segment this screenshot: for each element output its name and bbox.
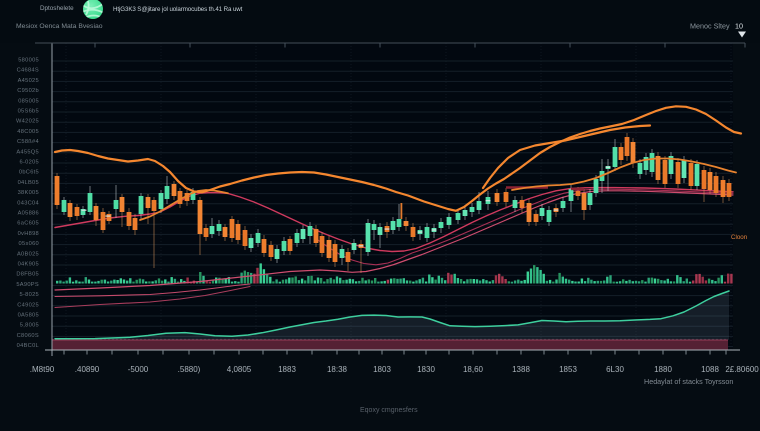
- svg-text:A455Q5: A455Q5: [16, 149, 39, 155]
- svg-text:0vH898: 0vH898: [18, 231, 39, 237]
- svg-text:Dptoshelete: Dptoshelete: [40, 5, 74, 12]
- svg-text:.5880): .5880): [178, 365, 201, 374]
- svg-text:085005: 085005: [18, 98, 39, 104]
- svg-text:10: 10: [735, 22, 743, 31]
- svg-text:1853: 1853: [559, 365, 577, 374]
- svg-text:6L30: 6L30: [606, 365, 624, 374]
- svg-text:.40890: .40890: [75, 365, 100, 374]
- svg-text:18:38: 18:38: [327, 365, 348, 374]
- svg-text:1388: 1388: [512, 365, 530, 374]
- svg-text:.M8t90: .M8t90: [30, 365, 55, 374]
- svg-text:Mesiox Oenca Mata Bvesiao: Mesiox Oenca Mata Bvesiao: [16, 23, 103, 30]
- svg-text:580005: 580005: [18, 58, 39, 64]
- svg-text:C9502b: C9502b: [17, 88, 39, 94]
- svg-text:04BC0L: 04BC0L: [17, 343, 39, 349]
- svg-text:C58ß#4: C58ß#4: [17, 139, 39, 145]
- svg-text:0bC6t5: 0bC6t5: [19, 170, 39, 176]
- svg-text:04K905: 04K905: [18, 262, 39, 268]
- svg-text:Eqoxy cmgnesfers: Eqoxy cmgnesfers: [360, 407, 418, 414]
- svg-text:1883: 1883: [278, 365, 296, 374]
- svg-text:5A90PS: 5A90PS: [16, 282, 39, 288]
- svg-text:A45025: A45025: [18, 78, 39, 84]
- svg-text:043C04: 043C04: [17, 200, 39, 206]
- svg-text:Menoc Sltey: Menoc Sltey: [690, 22, 730, 31]
- svg-text:4,0805: 4,0805: [227, 365, 252, 374]
- svg-text:-5000: -5000: [128, 365, 149, 374]
- svg-text:5,8005: 5,8005: [20, 323, 39, 329]
- svg-text:A0B025: A0B025: [17, 251, 39, 257]
- svg-text:6aC605: 6aC605: [17, 221, 39, 227]
- svg-text:6-0205: 6-0205: [19, 160, 39, 166]
- svg-text:05S6b5: 05S6b5: [18, 109, 39, 115]
- svg-text:W42025: W42025: [16, 119, 39, 125]
- svg-text:2£.80600: 2£.80600: [725, 365, 759, 374]
- svg-text:Hedaylat of stacks Toyrsson: Hedaylat of stacks Toyrsson: [644, 377, 733, 386]
- svg-text:0A5805: 0A5805: [18, 313, 39, 319]
- svg-text:C8060S: C8060S: [17, 333, 39, 339]
- svg-text:48C005: 48C005: [17, 129, 39, 135]
- svg-text:05s060: 05s060: [19, 241, 39, 247]
- svg-text:5-8025: 5-8025: [19, 292, 39, 298]
- svg-text:1830: 1830: [417, 365, 435, 374]
- svg-text:A05886: A05886: [18, 211, 39, 217]
- svg-text:1088: 1088: [701, 365, 719, 374]
- svg-text:Cloon: Cloon: [731, 234, 748, 241]
- svg-text:1803: 1803: [373, 365, 391, 374]
- svg-text:1880: 1880: [654, 365, 672, 374]
- svg-text:C4684S: C4684S: [17, 68, 39, 74]
- svg-text:04LB05: 04LB05: [18, 180, 39, 186]
- svg-text:HtjG3K3 S@jitare jol uolarmocu: HtjG3K3 S@jitare jol uolarmocubes th.41 …: [113, 6, 243, 13]
- svg-text:18,60: 18,60: [463, 365, 484, 374]
- svg-text:D8FB05: D8FB05: [16, 272, 39, 278]
- svg-text:C49025: C49025: [17, 302, 39, 308]
- svg-text:38K005: 38K005: [18, 190, 39, 196]
